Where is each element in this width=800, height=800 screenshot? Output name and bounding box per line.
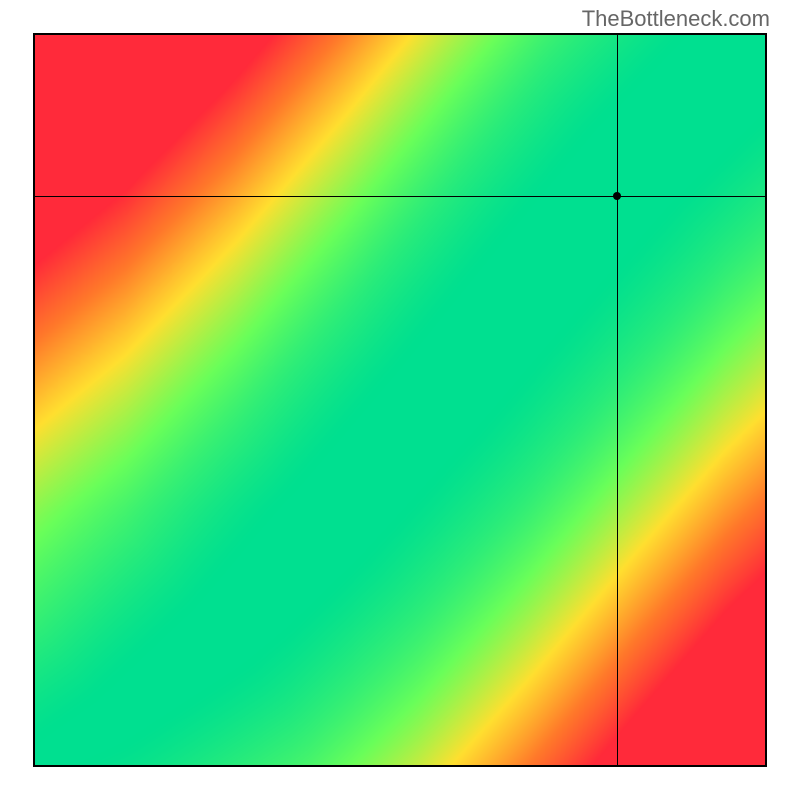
watermark-text: TheBottleneck.com xyxy=(582,6,770,32)
chart-container: TheBottleneck.com xyxy=(0,0,800,800)
marker-dot xyxy=(613,192,621,200)
heatmap-canvas xyxy=(35,35,765,765)
heatmap-chart xyxy=(33,33,767,767)
crosshair-horizontal xyxy=(35,196,765,197)
crosshair-vertical xyxy=(617,35,618,765)
